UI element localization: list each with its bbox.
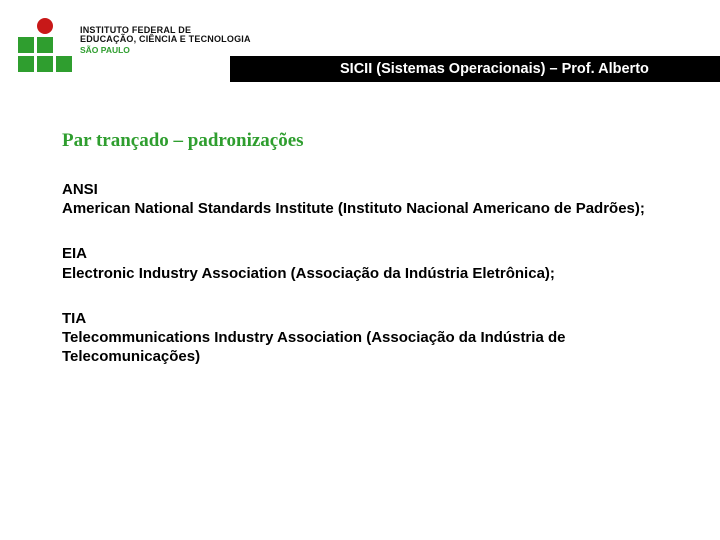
standards-entry: EIA Electronic Industry Association (Ass… (62, 244, 680, 282)
entry-abbr: EIA (62, 244, 680, 263)
section-title: Par trançado – padronizações (62, 130, 680, 152)
entry-full: Electronic Industry Association (Associa… (62, 265, 555, 282)
logo-line3: SÃO PAULO (80, 46, 251, 55)
header: INSTITUTO FEDERAL DE EDUCAÇÃO, CIÊNCIA E… (0, 0, 720, 100)
entry-full: American National Standards Institute (I… (62, 200, 645, 217)
logo-grid-icon (18, 18, 72, 72)
entry-abbr: TIA (62, 309, 680, 328)
standards-entry: TIA Telecommunications Industry Associat… (62, 309, 680, 367)
institute-logo: INSTITUTO FEDERAL DE EDUCAÇÃO, CIÊNCIA E… (18, 18, 251, 72)
logo-circle-icon (37, 18, 53, 34)
standards-entry: ANSI American National Standards Institu… (62, 180, 680, 218)
logo-line2: EDUCAÇÃO, CIÊNCIA E TECNOLOGIA (80, 35, 251, 44)
entry-abbr: ANSI (62, 180, 680, 199)
entry-full: Telecommunications Industry Association … (62, 329, 565, 365)
logo-text: INSTITUTO FEDERAL DE EDUCAÇÃO, CIÊNCIA E… (80, 26, 251, 55)
course-title: SICII (Sistemas Operacionais) – Prof. Al… (340, 61, 649, 77)
content-region: Par trançado – padronizações ANSI Americ… (62, 130, 680, 392)
course-title-bar: SICII (Sistemas Operacionais) – Prof. Al… (230, 56, 720, 82)
